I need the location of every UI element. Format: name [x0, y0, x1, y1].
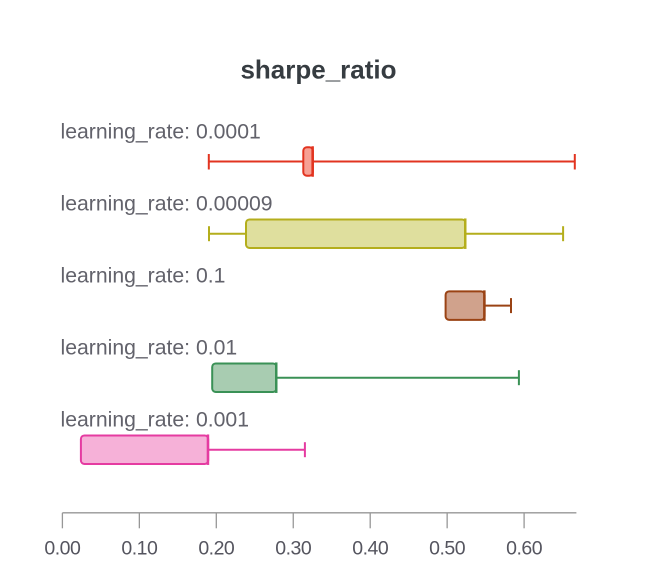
svg-text:0.50: 0.50: [429, 538, 466, 560]
svg-text:learning_rate: 0.1: learning_rate: 0.1: [61, 265, 226, 288]
svg-text:sharpe_ratio: sharpe_ratio: [240, 54, 396, 84]
svg-text:learning_rate: 0.0001: learning_rate: 0.0001: [61, 121, 261, 144]
svg-text:0.30: 0.30: [275, 538, 312, 560]
svg-text:0.20: 0.20: [198, 538, 235, 560]
svg-text:0.10: 0.10: [121, 538, 158, 560]
svg-text:0.00: 0.00: [44, 538, 81, 560]
svg-text:0.60: 0.60: [506, 538, 543, 560]
svg-text:learning_rate: 0.01: learning_rate: 0.01: [61, 337, 238, 360]
svg-text:0.40: 0.40: [352, 538, 389, 560]
svg-text:learning_rate: 0.00009: learning_rate: 0.00009: [61, 193, 273, 216]
svg-text:learning_rate: 0.001: learning_rate: 0.001: [61, 409, 249, 432]
